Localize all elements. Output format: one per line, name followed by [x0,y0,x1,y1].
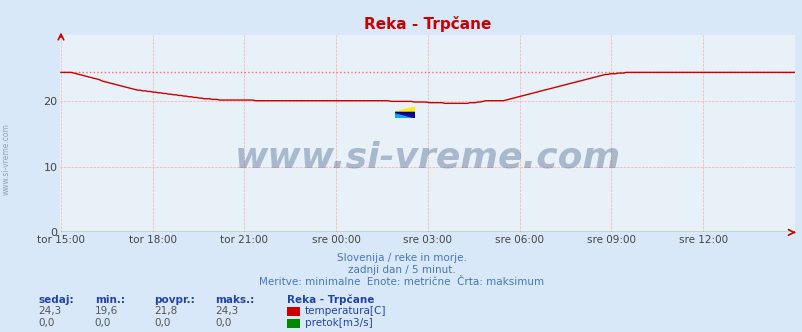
Title: Reka - Trpčane: Reka - Trpčane [363,16,491,32]
Text: 24,3: 24,3 [38,306,62,316]
Text: pretok[m3/s]: pretok[m3/s] [305,318,372,328]
Text: Slovenija / reke in morje.: Slovenija / reke in morje. [336,253,466,263]
Text: www.si-vreme.com: www.si-vreme.com [2,124,11,195]
Text: maks.:: maks.: [215,295,254,305]
Text: Meritve: minimalne  Enote: metrične  Črta: maksimum: Meritve: minimalne Enote: metrične Črta:… [258,277,544,287]
Polygon shape [394,107,415,113]
Text: Reka - Trpčane: Reka - Trpčane [287,294,375,305]
Text: 21,8: 21,8 [154,306,177,316]
Text: sedaj:: sedaj: [38,295,74,305]
Text: min.:: min.: [95,295,124,305]
Polygon shape [394,113,415,118]
Polygon shape [394,113,415,118]
Text: 19,6: 19,6 [95,306,118,316]
Text: povpr.:: povpr.: [154,295,195,305]
Text: temperatura[C]: temperatura[C] [305,306,386,316]
Text: 0,0: 0,0 [38,318,55,328]
Text: 0,0: 0,0 [215,318,231,328]
Text: 24,3: 24,3 [215,306,238,316]
Polygon shape [394,113,415,118]
Text: 0,0: 0,0 [95,318,111,328]
Text: 0,0: 0,0 [154,318,170,328]
Text: zadnji dan / 5 minut.: zadnji dan / 5 minut. [347,265,455,275]
Text: www.si-vreme.com: www.si-vreme.com [234,140,620,174]
Polygon shape [394,107,415,113]
